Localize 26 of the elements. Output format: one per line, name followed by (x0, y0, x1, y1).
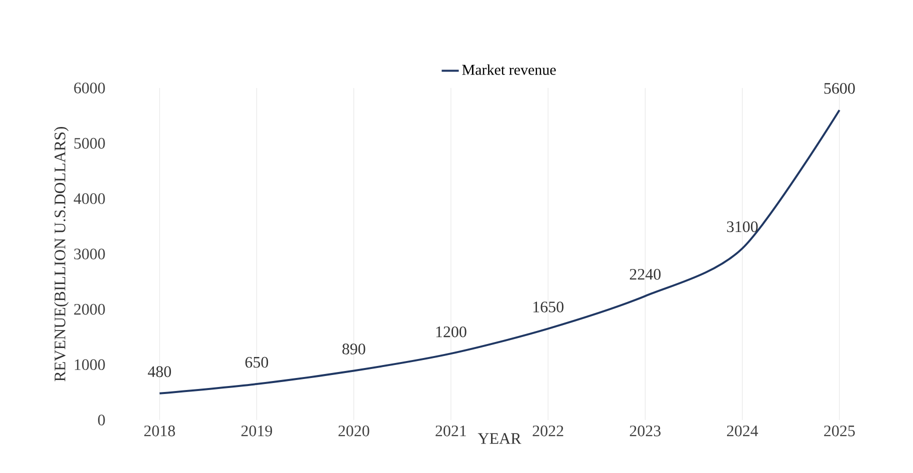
y-tick-label: 6000 (74, 82, 105, 94)
x-tick-label: 2022 (532, 426, 564, 436)
legend-label: Market revenue (462, 64, 556, 75)
y-tick-label: 1000 (74, 359, 105, 370)
y-tick-label: 0 (98, 414, 105, 426)
x-tick-label: 2021 (436, 426, 466, 436)
y-tick-label: 4000 (74, 193, 105, 204)
x-tick-label: 2019 (241, 426, 272, 436)
x-tick-label: 2024 (727, 426, 758, 436)
y-axis-title: REVENUE(BILLION U.S.DOLLARS) (54, 126, 69, 382)
y-tick-label: 5000 (74, 138, 105, 149)
data-label: 1200 (436, 326, 466, 338)
data-label: 890 (342, 344, 366, 354)
data-label: 2240 (630, 268, 661, 280)
data-label: 1650 (533, 302, 564, 312)
x-tick-label: 2018 (144, 426, 175, 436)
x-tick-label: 2020 (338, 426, 370, 436)
data-label: 650 (245, 356, 268, 368)
data-label: 3100 (727, 221, 758, 232)
y-tick-label: 3000 (74, 248, 105, 260)
y-tick-label: 2000 (74, 304, 105, 315)
x-tick-label: 2023 (630, 426, 661, 436)
data-label: 5600 (824, 83, 855, 94)
x-axis-title: YEAR (478, 433, 522, 444)
x-tick-label: 2025 (824, 426, 855, 436)
data-label: 480 (148, 366, 171, 378)
